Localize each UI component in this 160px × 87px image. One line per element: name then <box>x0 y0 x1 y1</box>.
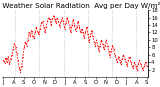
Title: Milwaukee Weather Solar Radiation  Avg per Day W/m²/minute: Milwaukee Weather Solar Radiation Avg pe… <box>0 2 160 9</box>
